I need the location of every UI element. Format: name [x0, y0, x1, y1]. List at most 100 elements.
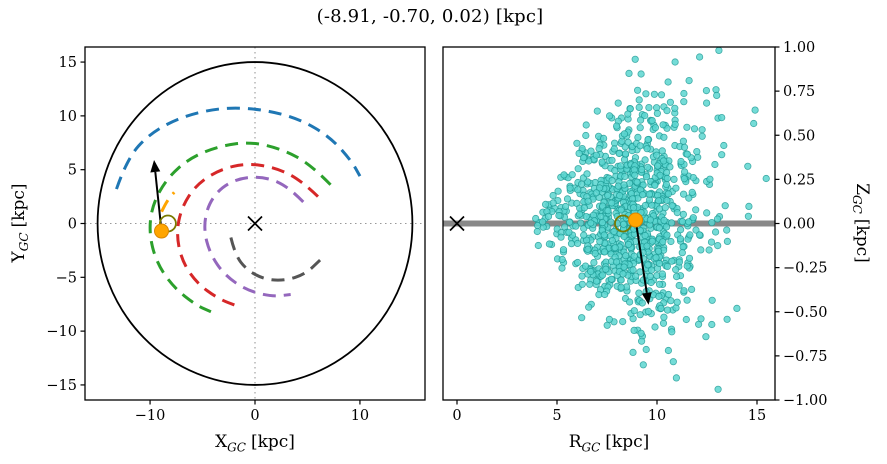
scatter-point [655, 280, 664, 288]
scatter-point [582, 213, 590, 221]
scatter-point [762, 174, 770, 183]
scatter-point [635, 103, 643, 112]
axis-subscript: GC [849, 195, 864, 214]
scatter-point [670, 175, 678, 183]
scatter-point [641, 201, 649, 210]
scatter-point [708, 219, 716, 227]
scatter-point [585, 303, 593, 311]
scatter-point [683, 262, 691, 270]
scatter-point [692, 206, 700, 214]
scatter-point [693, 148, 701, 156]
scatter-point [534, 241, 542, 250]
y-axis-label-left: YGC [kpc] [9, 184, 31, 263]
scatter-point [631, 171, 639, 179]
scatter-point [568, 171, 576, 179]
scatter-point [575, 210, 584, 218]
scatter-point [558, 255, 566, 264]
scatter-point [662, 223, 671, 231]
scatter-point [703, 209, 711, 217]
scatter-point [617, 206, 625, 214]
tick-label: 10 [648, 408, 666, 424]
scatter-point [672, 304, 680, 312]
scatter-point [690, 125, 699, 133]
tick-label: 15 [59, 55, 77, 71]
spiral-arm-inner-gray-arm [229, 237, 322, 282]
galactic-center-marker [449, 215, 465, 232]
scatter-point [714, 385, 722, 393]
scatter-point [583, 170, 591, 178]
scatter-point [532, 214, 540, 223]
axis-unit: [kpc] [605, 432, 650, 452]
scatter-point [655, 259, 664, 268]
scatter-point [672, 272, 681, 281]
scatter-point [596, 237, 604, 246]
scatter-point [718, 114, 726, 122]
scatter-point [567, 240, 576, 248]
axis-symbol: Z [852, 183, 873, 196]
scatter-point [619, 220, 628, 228]
scatter-point [683, 150, 691, 158]
scatter-point [644, 136, 652, 144]
scatter-point [643, 145, 651, 153]
scatter-point [629, 348, 637, 356]
scatter-point [654, 162, 662, 170]
scatter-point [657, 304, 665, 312]
scatter-point [695, 231, 704, 239]
scatter-point [676, 226, 685, 234]
scatter-point [586, 280, 594, 288]
scatter-points [532, 47, 770, 393]
scatter-point [668, 257, 676, 265]
scatter-point [651, 124, 660, 132]
scatter-point [637, 329, 645, 337]
scatter-point [561, 202, 570, 211]
scatter-point [584, 178, 592, 186]
scatter-point [673, 298, 681, 306]
velocity-arrow-head [150, 160, 161, 173]
scatter-point [602, 265, 610, 273]
scatter-point [656, 171, 664, 179]
scatter-point [678, 218, 687, 226]
scatter-point [557, 233, 565, 241]
scatter-point [679, 210, 688, 218]
scatter-point [646, 216, 655, 224]
scatter-point [555, 211, 563, 220]
scatter-point [612, 122, 621, 130]
scatter-point [663, 107, 671, 115]
scatter-point [636, 142, 644, 150]
scatter-point [625, 69, 633, 78]
scatter-point [744, 212, 753, 220]
scatter-point [577, 219, 585, 227]
scatter-point [573, 258, 582, 267]
scatter-point [590, 258, 598, 267]
scatter-point [751, 106, 759, 114]
scatter-point [642, 345, 650, 354]
scatter-point [554, 187, 562, 195]
scatter-point [679, 137, 688, 145]
scatter-point [579, 154, 588, 162]
scatter-point [672, 184, 680, 192]
scatter-point [597, 212, 605, 221]
scatter-point [680, 287, 688, 295]
scatter-point [657, 91, 666, 99]
scatter-point [617, 283, 625, 291]
scatter-point [679, 190, 688, 198]
scatter-point [676, 235, 685, 243]
tick-label: −10 [46, 324, 77, 340]
scatter-point [664, 190, 673, 198]
scatter-point [641, 156, 649, 164]
scatter-point [608, 237, 616, 245]
tick-label: 10 [351, 408, 369, 424]
scatter-point [702, 99, 711, 107]
scatter-point [648, 237, 656, 245]
scatter-point [688, 188, 696, 196]
scatter-point [664, 78, 672, 86]
scatter-point [663, 231, 671, 239]
scatter-point [718, 151, 726, 159]
scatter-point [723, 315, 731, 323]
scatter-point [598, 158, 606, 166]
tick-label: 5 [552, 408, 561, 424]
scatter-point [675, 258, 684, 266]
scatter-point [620, 130, 629, 138]
scatter-point [660, 133, 668, 141]
scatter-point [744, 162, 752, 170]
